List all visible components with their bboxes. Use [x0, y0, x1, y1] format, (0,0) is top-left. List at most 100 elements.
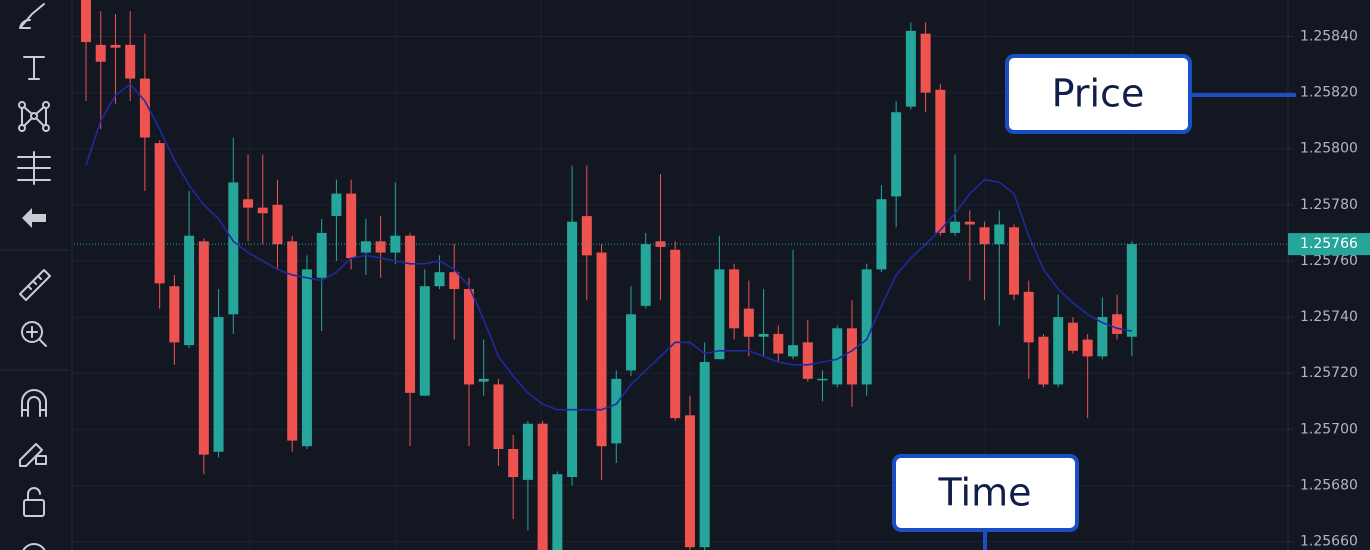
y-tick-label: 1.25660 [1300, 534, 1358, 550]
candle-body [773, 333, 784, 354]
eye-tool[interactable] [22, 543, 46, 550]
candle-body [419, 286, 430, 396]
candle-body [788, 345, 799, 357]
y-tick-label: 1.25800 [1300, 141, 1358, 157]
ruler-tool[interactable] [19, 269, 51, 301]
candle-body [198, 241, 209, 455]
y-tick-label: 1.25720 [1300, 365, 1358, 381]
magnet-tool[interactable] [21, 389, 47, 417]
candle-body [301, 269, 312, 447]
candle-body [758, 333, 769, 337]
time-callout [892, 454, 1079, 532]
candle-body [125, 44, 136, 79]
candle-body [81, 0, 91, 43]
price-callout [1005, 54, 1192, 134]
candle-body [522, 423, 533, 480]
y-tick-label: 1.25740 [1300, 309, 1358, 325]
candle-body [743, 308, 754, 337]
candle-body [626, 314, 637, 371]
candle-body [493, 384, 504, 449]
candle-body [950, 221, 961, 233]
candle-body [228, 182, 239, 315]
zoom-tool[interactable] [21, 321, 47, 347]
back-tool[interactable] [22, 208, 46, 228]
brush-tool[interactable] [19, 3, 45, 29]
y-tick-label: 1.25700 [1300, 421, 1358, 437]
candle-body [699, 361, 710, 548]
candle-body [684, 415, 695, 548]
text-tool[interactable] [23, 56, 45, 80]
candle-body [478, 378, 489, 382]
candle-body [346, 193, 357, 259]
candle-body [110, 44, 121, 48]
candle-body [434, 272, 445, 287]
candle-body [1067, 322, 1078, 351]
candle-body [243, 199, 254, 208]
y-tick-label: 1.25820 [1300, 85, 1358, 101]
y-tick-label: 1.25840 [1300, 28, 1358, 44]
candle-body [463, 289, 474, 385]
candle-body [670, 249, 681, 419]
candle-body [1008, 227, 1019, 295]
candle-body [257, 207, 268, 214]
plot [72, 0, 1288, 550]
candle-body [581, 216, 592, 256]
candle-body [537, 423, 548, 550]
toolbar [0, 0, 72, 550]
candle-body [640, 244, 651, 306]
candle-body [213, 317, 224, 452]
candle-body [1023, 291, 1034, 343]
candle-body [272, 204, 283, 245]
candle-body [1112, 314, 1123, 334]
candle-body [154, 143, 165, 284]
candle-body [1053, 317, 1064, 385]
candle-body [611, 378, 622, 444]
lock-draw-tool[interactable] [19, 443, 47, 467]
candle-body [331, 193, 342, 217]
candle-body [552, 474, 563, 550]
candle-body [920, 33, 931, 93]
y-tick-label: 1.25680 [1300, 477, 1358, 493]
y-tick-label: 1.25760 [1300, 253, 1358, 269]
candle-body [1097, 317, 1108, 357]
candle-body [832, 328, 843, 385]
time-callout-text: Time [938, 471, 1032, 515]
fib-tool[interactable] [17, 151, 51, 185]
last-price-label: 1.25766 [1300, 236, 1358, 252]
candle-body [1126, 244, 1137, 337]
candle-body [935, 89, 946, 233]
candle-body [846, 328, 857, 385]
candle-body [905, 30, 916, 107]
candle-body [169, 286, 180, 343]
pattern-tool[interactable] [18, 101, 50, 132]
candle-body [360, 241, 371, 253]
lock-tool[interactable] [23, 487, 45, 517]
candle-body [287, 241, 298, 441]
candle-body [316, 232, 327, 278]
candle-body [979, 227, 990, 245]
candle-body [508, 448, 519, 478]
candle-body [184, 235, 195, 346]
candle-body [714, 269, 725, 360]
candle-body [964, 221, 975, 225]
candle-body [729, 269, 740, 329]
candle-body [655, 241, 666, 247]
candle-body [1082, 339, 1093, 357]
candle-body [817, 378, 828, 381]
candle-body [891, 112, 902, 197]
candle-body [802, 342, 813, 379]
price-callout-text: Price [1052, 72, 1145, 116]
candle-body [95, 44, 106, 62]
candle-body [596, 252, 607, 447]
candle-body [139, 78, 150, 138]
candle-body [405, 235, 416, 393]
candle-body [1038, 336, 1049, 385]
candle-body [876, 199, 887, 270]
candle-body [861, 269, 872, 385]
moving-average [85, 83, 1132, 411]
candle-body [994, 224, 1005, 245]
last-price-box [1288, 233, 1370, 256]
candle-body [375, 241, 386, 253]
